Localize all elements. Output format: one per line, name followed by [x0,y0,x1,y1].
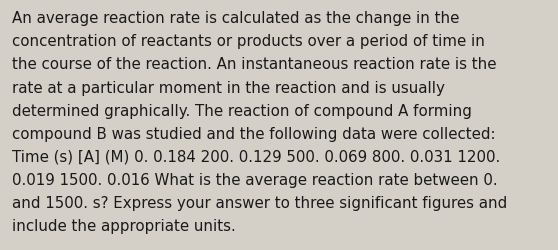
Text: and 1500. s? Express your answer to three significant figures and: and 1500. s? Express your answer to thre… [12,195,508,210]
Text: An average reaction rate is calculated as the change in the: An average reaction rate is calculated a… [12,11,460,26]
Text: rate at a particular moment in the reaction and is usually: rate at a particular moment in the react… [12,80,445,95]
Text: compound B was studied and the following data were collected:: compound B was studied and the following… [12,126,496,141]
Text: determined graphically. The reaction of compound A forming: determined graphically. The reaction of … [12,103,472,118]
Text: 0.019 1500. 0.016 What is the average reaction rate between 0.: 0.019 1500. 0.016 What is the average re… [12,172,498,187]
Text: Time (s) [A] (M) 0. 0.184 200. 0.129 500. 0.069 800. 0.031 1200.: Time (s) [A] (M) 0. 0.184 200. 0.129 500… [12,149,501,164]
Text: the course of the reaction. An instantaneous reaction rate is the: the course of the reaction. An instantan… [12,57,497,72]
Text: concentration of reactants or products over a period of time in: concentration of reactants or products o… [12,34,485,49]
Text: include the appropriate units.: include the appropriate units. [12,218,236,233]
